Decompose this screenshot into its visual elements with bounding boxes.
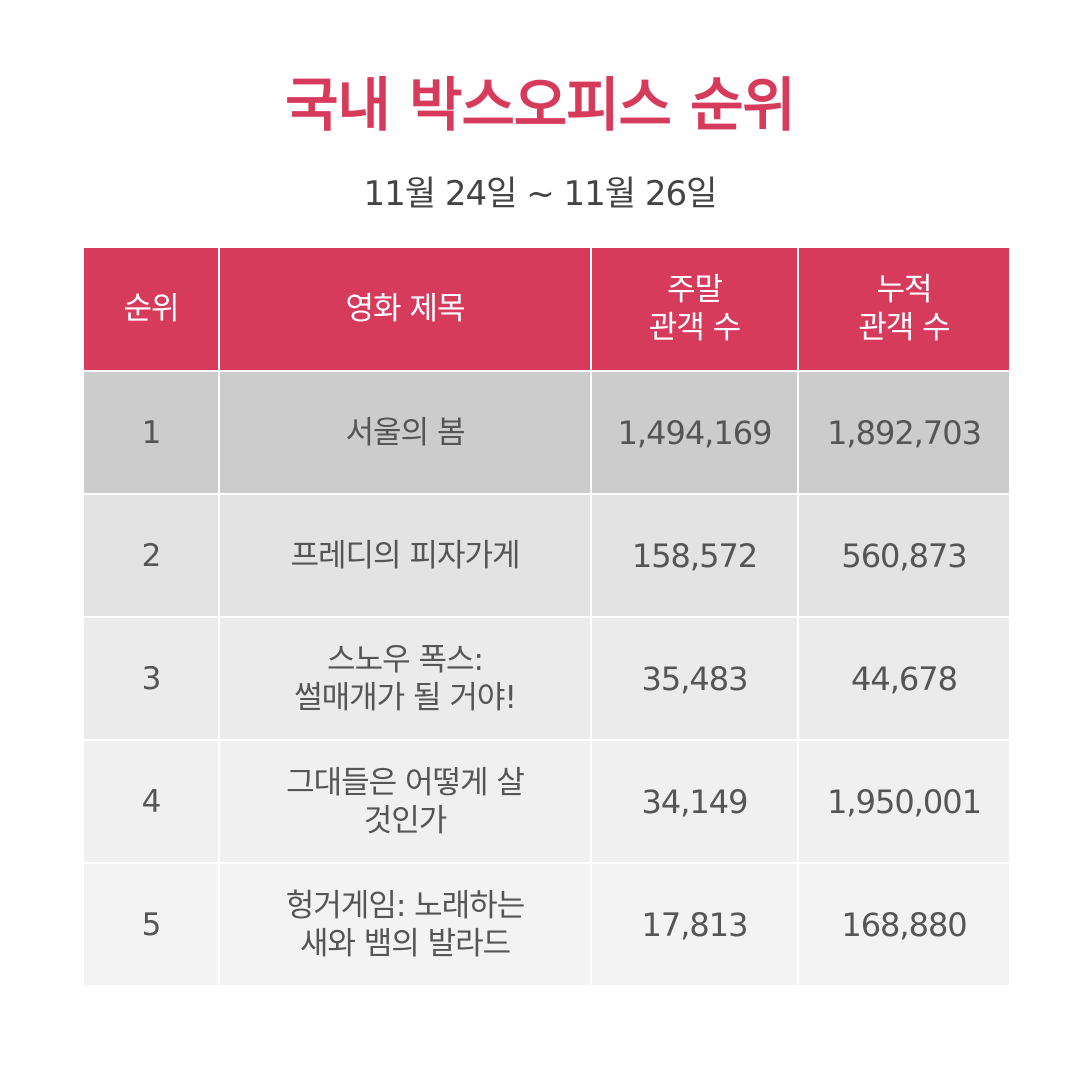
movie-title-line: 프레디의 피자가게 — [290, 537, 520, 574]
movie-title-line: 서울의 봄 — [345, 414, 466, 451]
movie-title-line: 것인가 — [363, 802, 448, 839]
header-weekend: 주말 관객 수 — [591, 248, 799, 372]
header-rank-label: 순위 — [123, 291, 179, 327]
weekend-audience-cell: 35,483 — [591, 617, 799, 741]
total-audience-cell: 168,880 — [798, 863, 1009, 987]
total-audience-cell: 1,950,001 — [798, 740, 1009, 864]
table-header-row: 순위 영화 제목 주말 관객 수 누적 관객 수 — [84, 248, 1009, 372]
header-weekend-line1: 주말 — [666, 272, 723, 308]
table-row: 2 프레디의 피자가게 158,572 560,873 — [84, 494, 1009, 618]
rank-cell: 3 — [84, 617, 220, 741]
box-office-table: 순위 영화 제목 주말 관객 수 누적 관객 수 1 서울의 봄 1,494,1… — [84, 248, 1009, 987]
movie-title-line: 헝거게임: 노래하는 — [285, 887, 525, 924]
weekend-audience-cell: 158,572 — [591, 494, 799, 618]
movie-title-cell: 헝거게임: 노래하는 새와 뱀의 발라드 — [219, 863, 592, 987]
table-row: 4 그대들은 어떻게 살 것인가 34,149 1,950,001 — [84, 740, 1009, 864]
table-row: 5 헝거게임: 노래하는 새와 뱀의 발라드 17,813 168,880 — [84, 863, 1009, 987]
weekend-audience-cell: 17,813 — [591, 863, 799, 987]
header-title: 영화 제목 — [219, 248, 592, 372]
table-row: 1 서울의 봄 1,494,169 1,892,703 — [84, 371, 1009, 495]
movie-title-cell: 프레디의 피자가게 — [219, 494, 592, 618]
header-title-label: 영화 제목 — [345, 291, 466, 327]
rank-cell: 5 — [84, 863, 220, 987]
rank-cell: 2 — [84, 494, 220, 618]
page-title: 국내 박스오피스 순위 — [285, 71, 796, 139]
header-rank: 순위 — [84, 248, 220, 372]
rank-cell: 4 — [84, 740, 220, 864]
movie-title-cell: 그대들은 어떻게 살 것인가 — [219, 740, 592, 864]
weekend-audience-cell: 34,149 — [591, 740, 799, 864]
movie-title-cell: 서울의 봄 — [219, 371, 592, 495]
movie-title-line: 스노우 폭스: — [327, 641, 484, 678]
rank-cell: 1 — [84, 371, 220, 495]
total-audience-cell: 44,678 — [798, 617, 1009, 741]
header-total-line2: 관객 수 — [858, 310, 950, 346]
total-audience-cell: 560,873 — [798, 494, 1009, 618]
date-range: 11월 24일 ~ 11월 26일 — [363, 174, 718, 214]
movie-title-cell: 스노우 폭스: 썰매개가 될 거야! — [219, 617, 592, 741]
header-total-line1: 누적 — [876, 272, 932, 308]
total-audience-cell: 1,892,703 — [798, 371, 1009, 495]
movie-title-line: 새와 뱀의 발라드 — [299, 925, 511, 962]
movie-title-line: 그대들은 어떻게 살 — [286, 764, 525, 801]
weekend-audience-cell: 1,494,169 — [591, 371, 799, 495]
table-row: 3 스노우 폭스: 썰매개가 될 거야! 35,483 44,678 — [84, 617, 1009, 741]
header-weekend-line2: 관객 수 — [648, 310, 741, 346]
header-total: 누적 관객 수 — [798, 248, 1009, 372]
movie-title-line: 썰매개가 될 거야! — [294, 679, 517, 716]
